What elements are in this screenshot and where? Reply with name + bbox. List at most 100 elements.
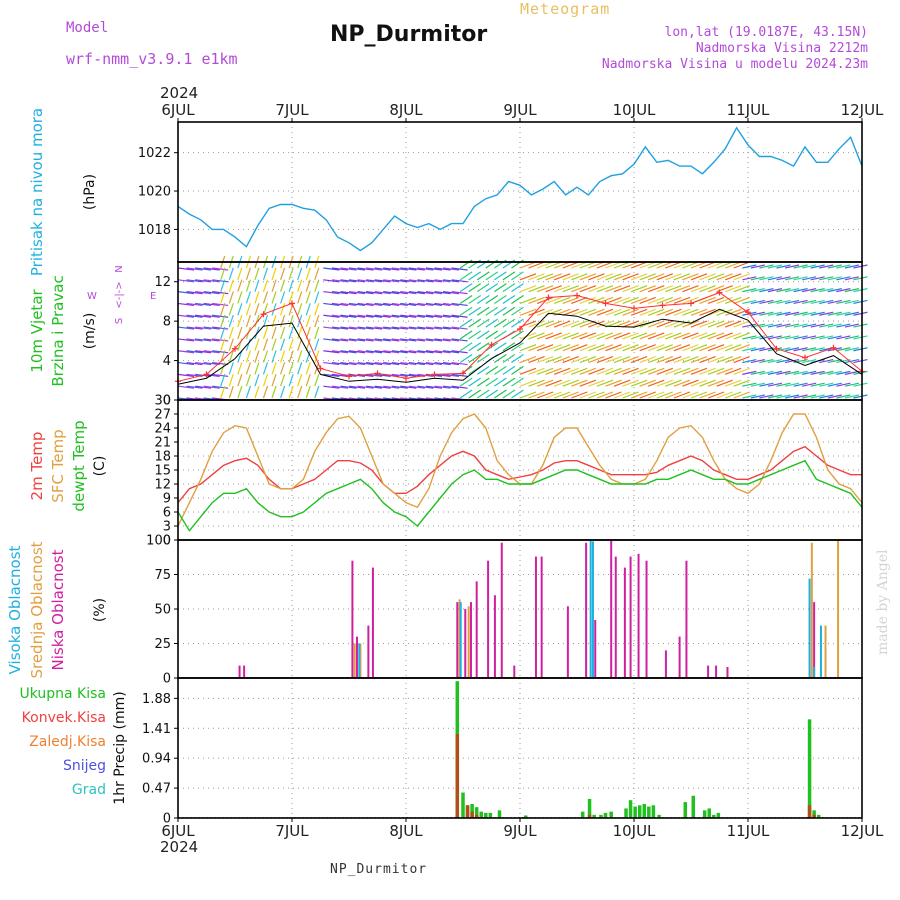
wind-gust-marker xyxy=(745,309,751,316)
wind-unit: (m/s) xyxy=(82,313,98,350)
wind-barb xyxy=(451,279,468,283)
wind-barb xyxy=(485,283,499,293)
wind-barb xyxy=(613,296,631,305)
wind-barb xyxy=(853,311,868,316)
wind-barb xyxy=(665,320,682,328)
wind-barb xyxy=(468,389,482,399)
wind-barb xyxy=(323,267,340,271)
wind-barb xyxy=(630,379,648,387)
y-tick-label: 0 xyxy=(163,534,171,549)
wind-barb xyxy=(639,391,656,399)
wind-barb xyxy=(502,377,516,387)
wind-barb xyxy=(271,267,277,281)
precip-legend-item: Snijeg xyxy=(63,758,106,774)
wind-barb xyxy=(391,385,408,389)
wind-barb xyxy=(502,365,516,375)
cloud-label: Niska Oblacnost xyxy=(49,549,67,670)
wind-barb xyxy=(434,326,451,330)
wind-barb xyxy=(827,299,842,305)
wind-barb xyxy=(305,291,311,304)
wind-barb xyxy=(485,389,499,399)
wind-barb xyxy=(340,279,357,283)
wind-barb xyxy=(288,338,294,351)
wind-barb xyxy=(836,299,851,305)
wind-barb xyxy=(707,379,725,387)
wind-barb xyxy=(776,347,791,352)
wind-barb xyxy=(485,306,499,316)
wind-barb xyxy=(383,279,400,283)
wind-barb xyxy=(699,296,716,305)
wind-barb xyxy=(323,302,340,307)
y-tick-label: 30 xyxy=(154,394,171,409)
wind-barb xyxy=(724,273,742,281)
wind-barb xyxy=(442,350,460,354)
wind-barb xyxy=(613,285,631,293)
wind-barb xyxy=(237,373,243,387)
wind-barb xyxy=(314,338,320,351)
wind-barb xyxy=(844,382,860,387)
wind-barb xyxy=(596,273,614,281)
wind-barb xyxy=(793,299,808,305)
y-tick-label: 1022 xyxy=(138,146,171,161)
wind-barb xyxy=(220,326,226,340)
wind-barb xyxy=(571,379,588,387)
wind-barb xyxy=(494,294,507,304)
y-tick-label: 12 xyxy=(154,478,171,493)
wind-barb xyxy=(245,279,251,292)
wind-barb xyxy=(391,267,408,271)
wind-barb xyxy=(545,355,562,364)
wind-barb xyxy=(340,338,357,342)
wind-barb xyxy=(228,385,234,399)
wind-barb xyxy=(442,361,460,366)
temp-label: SFC Temp xyxy=(49,429,67,502)
wind-barb xyxy=(528,285,545,293)
wind-barb xyxy=(425,326,443,330)
wind-barb xyxy=(262,291,269,304)
x-date-label-bottom: 11JUL xyxy=(727,822,770,840)
wind-barb xyxy=(802,358,817,364)
wind-barb xyxy=(425,302,443,307)
wind-barb xyxy=(417,291,434,295)
precip-bar-ukupna-kisa xyxy=(609,811,613,818)
wind-barb xyxy=(648,379,665,387)
wind-barb xyxy=(417,338,434,342)
wind-barb xyxy=(750,335,765,340)
cloud-bar-niska-oblacnost xyxy=(475,581,478,678)
precip-bar-konvek-kisa xyxy=(465,805,470,818)
precip-bar-ukupna-kisa xyxy=(599,814,603,818)
wind-barb xyxy=(502,294,516,304)
wind-barb xyxy=(682,379,699,387)
wind-barb xyxy=(340,302,357,307)
wind-barb xyxy=(254,303,260,316)
wind-barb xyxy=(605,391,622,399)
wind-barb xyxy=(776,335,791,340)
wind-barb xyxy=(519,379,537,387)
wind-barb xyxy=(673,273,691,281)
wind-barb xyxy=(802,335,817,340)
wind-barb xyxy=(195,314,212,318)
wind-barb xyxy=(511,294,524,304)
wind-barb xyxy=(579,367,597,375)
wind-barb xyxy=(305,373,311,387)
wind-barb xyxy=(288,373,294,387)
wind-barb xyxy=(724,355,742,364)
wind-barb xyxy=(776,358,791,364)
wind-gust-marker xyxy=(830,344,837,351)
wind-barb xyxy=(400,385,417,389)
wind-barb xyxy=(682,308,699,316)
wind-barb xyxy=(425,291,443,295)
wind-barb xyxy=(648,308,665,316)
wind-barb xyxy=(750,311,765,316)
wind-barb xyxy=(280,303,286,316)
wind-barb xyxy=(203,385,220,389)
wind-barb xyxy=(331,361,348,366)
precip-legend-item: Zaledj.Kisa xyxy=(29,734,106,750)
wind-barb xyxy=(682,273,699,281)
wind-barb xyxy=(673,285,691,293)
wind-barb xyxy=(366,361,383,366)
wind-barb xyxy=(314,326,320,340)
wind-barb xyxy=(622,285,639,293)
wind-barb xyxy=(212,302,229,307)
wind-barb xyxy=(408,385,425,389)
wind-barb xyxy=(425,279,443,283)
